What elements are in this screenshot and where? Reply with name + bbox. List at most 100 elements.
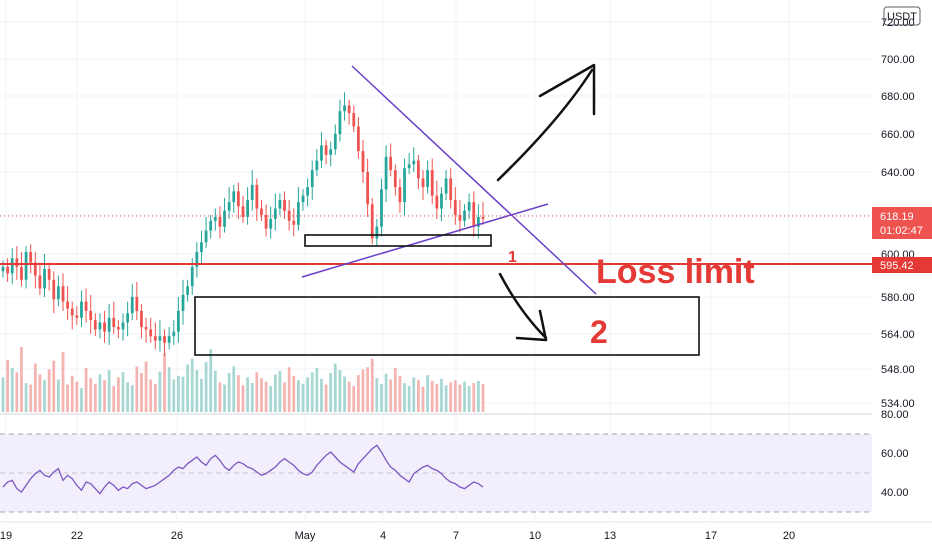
candle-body [297,202,300,225]
candle-body [57,286,60,300]
loss-price-badge [872,257,932,273]
volume-bar [167,367,171,412]
price-tick-label: 640.00 [881,167,915,179]
resistance-trendline [351,65,597,295]
volume-bar [121,372,125,412]
candle-body [435,195,439,209]
candle-body [403,168,406,203]
candle-body [269,218,273,229]
volume-bar [163,353,166,412]
candle-body [417,160,420,179]
candle-body [310,170,314,188]
volume-bar [1,377,5,412]
volume-bar [467,386,471,412]
volume-bar [190,358,194,412]
volume-bar [47,369,51,412]
volume-bar [29,384,33,412]
volume-bar [237,375,240,412]
candle-body [449,178,453,200]
volume-bar [61,352,65,412]
time-tick-label: 20 [783,530,795,542]
candle-body [453,199,457,215]
volume-bar [361,369,365,412]
candle-body [190,266,194,287]
volume-bar [338,370,342,412]
drawings [0,63,872,356]
time-tick-label: 19 [0,530,12,542]
volume-bar [177,375,180,412]
volume-bar [310,372,314,412]
volume-bar [38,374,42,412]
currency-label: USDT [887,11,917,23]
price-tick-label: 660.00 [881,129,915,141]
volume-bar [43,380,46,412]
candle-body [6,266,9,274]
time-axis[interactable]: 19 22 26 May 4 7 10 13 17 20 [0,521,932,550]
candle-body [315,160,319,171]
candle-body [283,199,286,211]
candle-body [112,317,116,328]
volume-bar [89,378,93,412]
time-tick-label: 17 [705,530,717,542]
volume-bar [117,377,120,412]
volume-bar [93,383,97,412]
price-badges: 618.19 01:02:47 595.42 [0,207,932,273]
volume-bar [343,376,346,412]
price-tick-label: 720.00 [881,17,915,29]
target-zone-box [194,296,700,356]
volume-bar [287,367,291,412]
volume-bar [463,381,466,412]
volume-bar [370,358,374,412]
volume-bar [453,380,457,412]
candle-body [103,322,106,332]
volume-bar [126,382,129,412]
loss-price-value: 595.42 [880,260,914,272]
volume-bar [264,381,268,412]
volume-bar [375,378,379,412]
candle-body [366,172,369,205]
candle-body [255,184,259,209]
candle-body [324,145,328,155]
candle-body [375,226,379,239]
candle-body [130,297,134,314]
volume-bar [204,362,208,412]
volume-bar [412,377,416,412]
volume-bar [435,383,439,412]
time-tick-label: 4 [380,530,386,542]
support-zone-box [304,234,492,247]
volume-bar [269,386,273,412]
annotation-label-1: 1 [508,249,517,266]
candle-body [241,206,245,217]
candle-body [343,105,346,112]
candle-body [167,336,171,343]
volume-bar [421,386,425,412]
volume-bar [481,383,485,412]
volume-bar [98,374,102,412]
price-tick-label: 564.00 [881,329,915,341]
countdown-value: 01:02:47 [880,225,923,237]
volume-bar [472,383,476,412]
candle-body [223,210,226,227]
volume-bar [181,376,185,412]
candle-body [75,315,79,318]
volume-bar [195,370,199,412]
candle-body [407,164,411,169]
volume-bar [260,378,263,412]
candle-body [209,220,213,231]
candle-body [107,317,111,332]
candle-body [213,216,217,221]
volume-bar [380,383,383,412]
candle-body [149,329,153,337]
candle-body [47,269,51,280]
candle-body [361,151,365,172]
volume-bar [227,373,231,412]
candle-body [80,301,83,318]
candle-body [481,216,485,219]
volume-bar [52,360,56,412]
candle-body [260,208,263,215]
time-axis-bg [0,522,932,550]
volume-bar [200,378,203,412]
volume-bar [352,386,356,412]
